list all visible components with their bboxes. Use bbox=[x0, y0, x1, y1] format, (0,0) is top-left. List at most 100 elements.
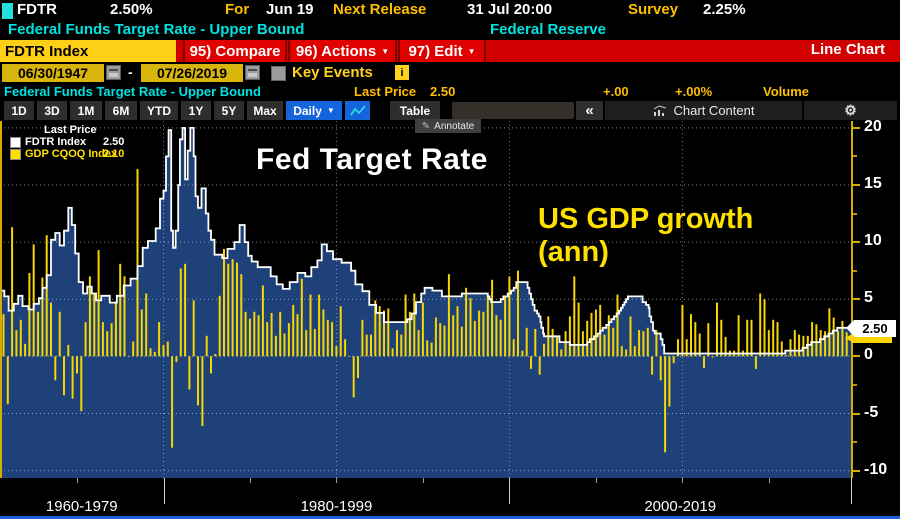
y-axis-tick bbox=[853, 298, 860, 301]
survey-value: 2.25% bbox=[703, 1, 746, 18]
x-axis-period-label: 1980-1999 bbox=[300, 498, 373, 515]
y-axis-tick bbox=[853, 241, 860, 244]
y-axis-tick bbox=[853, 126, 860, 129]
chart-content-label: Chart Content bbox=[673, 103, 755, 118]
gear-icon: ⚙ bbox=[844, 102, 857, 118]
calendar-icon[interactable] bbox=[245, 65, 260, 80]
table-button[interactable]: Table bbox=[390, 101, 440, 120]
legend-swatch bbox=[10, 148, 21, 160]
chart-legend[interactable]: Last Price FDTR Index 2.50 GDP CQOQ Index 2… bbox=[10, 124, 124, 160]
last-price-value: 2.50 bbox=[430, 84, 456, 99]
key-events-checkbox[interactable] bbox=[271, 66, 286, 81]
settings-button[interactable]: ⚙ bbox=[804, 101, 897, 120]
pencil-icon: ✎ bbox=[421, 120, 431, 132]
security-color-block bbox=[2, 3, 13, 19]
key-events-label: Key Events bbox=[292, 64, 373, 81]
security-description: Federal Funds Target Rate - Upper Bound bbox=[8, 21, 305, 38]
legend-item-gdp[interactable]: GDP CQOQ Index 2.10 bbox=[10, 148, 124, 160]
period-button-max[interactable]: Max bbox=[247, 101, 283, 120]
ticker-price: 2.50% bbox=[110, 1, 153, 18]
volume-label: Volume bbox=[763, 84, 809, 99]
period-button-1m[interactable]: 1M bbox=[70, 101, 102, 120]
legend-label: FDTR Index bbox=[25, 136, 87, 148]
period-button-1y[interactable]: 1Y bbox=[181, 101, 211, 120]
info-icon[interactable]: i bbox=[395, 65, 409, 80]
survey-label: Survey bbox=[628, 1, 679, 18]
x-axis-tick bbox=[768, 478, 770, 483]
ticker-symbol: FDTR bbox=[17, 1, 57, 18]
legend-value: 2.50 bbox=[103, 136, 125, 148]
annotation-fed-target-rate: Fed Target Rate bbox=[256, 143, 488, 176]
status-row: Federal Funds Target Rate - Upper Bound … bbox=[0, 84, 900, 101]
collapse-panel-button[interactable]: « bbox=[576, 101, 603, 120]
chart-area: Last Price FDTR Index 2.50 GDP CQOQ Index 2… bbox=[0, 117, 900, 479]
command-button-----actions[interactable]: 96) Actions ▼ bbox=[288, 40, 397, 62]
annotation-gdp-line2: (ann) bbox=[538, 236, 609, 268]
security-field-input[interactable]: FDTR Index bbox=[0, 40, 176, 62]
next-release-label: Next Release bbox=[333, 1, 427, 18]
y-axis-tick bbox=[853, 355, 860, 358]
chevron-down-icon: ▼ bbox=[326, 106, 335, 115]
y-axis-label: 15 bbox=[864, 175, 882, 192]
period-button-1d[interactable]: 1D bbox=[4, 101, 34, 120]
annotation-us-gdp-growth: US GDP growth (ann) bbox=[538, 203, 753, 269]
y-axis-line bbox=[851, 121, 853, 478]
view-mode-label: Line Chart bbox=[810, 41, 885, 58]
x-axis-period-label: 1960-1979 bbox=[45, 498, 118, 515]
annotation-gdp-line1: US GDP growth bbox=[538, 203, 754, 235]
x-axis-tick bbox=[249, 478, 251, 483]
date-separator: - bbox=[128, 64, 133, 80]
x-axis: 1960-1979 1980-1999 2000-2019 bbox=[0, 478, 900, 516]
annotation-toolbar-strip[interactable] bbox=[452, 102, 574, 119]
x-axis-tick bbox=[422, 478, 424, 483]
next-release-value: 31 Jul 20:00 bbox=[467, 1, 553, 18]
period-button-3d[interactable]: 3D bbox=[37, 101, 67, 120]
annotate-button[interactable]: ✎ Annotate bbox=[415, 119, 481, 133]
legend-swatch bbox=[10, 136, 21, 148]
end-date-field[interactable]: 07/26/2019 bbox=[141, 64, 243, 82]
frequency-label: Daily bbox=[293, 103, 322, 118]
period-button-6m[interactable]: 6M bbox=[105, 101, 137, 120]
chart-type-button[interactable] bbox=[345, 101, 370, 120]
command-bar: FDTR Index Line Chart 95) Compare 96) Act… bbox=[0, 40, 900, 62]
command-button-----compare[interactable]: 95) Compare bbox=[183, 40, 287, 62]
x-axis-period-label: 2000-2019 bbox=[644, 498, 717, 515]
x-axis-separator bbox=[163, 478, 165, 504]
chart-svg bbox=[0, 121, 851, 479]
y-axis-minor-tick bbox=[853, 155, 857, 158]
y-axis-tick bbox=[853, 412, 860, 415]
legend-item-fdtr[interactable]: FDTR Index 2.50 bbox=[10, 136, 124, 148]
y-axis-label: 20 bbox=[864, 117, 882, 135]
calendar-icon[interactable] bbox=[106, 65, 121, 80]
y-axis-label: -10 bbox=[864, 460, 888, 478]
last-price-tag: 2.50 bbox=[846, 319, 896, 337]
x-axis-separator bbox=[509, 478, 511, 504]
x-axis-tick bbox=[595, 478, 597, 483]
chart-toolbar: 1D 3D 1M 6M YTD 1Y 5Y Max Daily ▼ Table « Chart… bbox=[0, 101, 900, 121]
y-axis-minor-tick bbox=[853, 212, 857, 215]
command-button-----edit[interactable]: 97) Edit ▼ bbox=[398, 40, 486, 62]
bottom-edge-line bbox=[0, 516, 900, 519]
y-axis-label: 10 bbox=[864, 232, 882, 250]
frequency-dropdown[interactable]: Daily ▼ bbox=[286, 101, 342, 120]
y-axis-tick bbox=[853, 184, 860, 186]
y-axis-tick bbox=[853, 469, 860, 472]
legend-label: GDP CQOQ Index bbox=[25, 148, 118, 160]
x-axis-separator bbox=[851, 478, 852, 504]
chart-content-button[interactable]: Chart Content bbox=[605, 101, 802, 120]
for-label: For bbox=[225, 1, 250, 18]
start-date-field[interactable]: 06/30/1947 bbox=[2, 64, 104, 82]
change-value: +.00 bbox=[603, 84, 629, 99]
chart-series-title: Federal Funds Target Rate - Upper Bound bbox=[4, 84, 261, 99]
y-axis-label: 5 bbox=[864, 289, 873, 307]
chart-plot-canvas[interactable] bbox=[0, 121, 851, 479]
chevron-down-icon: ▼ bbox=[381, 46, 390, 56]
period-button-ytd[interactable]: YTD bbox=[140, 101, 178, 120]
legend-title: Last Price bbox=[44, 124, 97, 136]
gdp-last-value-tag bbox=[845, 333, 892, 343]
header-row: FDTR 2.50% For Jun 19 Next Release 31 Ju… bbox=[0, 0, 900, 21]
y-axis-label: -5 bbox=[864, 403, 879, 421]
description-row: Federal Funds Target Rate - Upper Bound … bbox=[0, 21, 900, 40]
period-button-5y[interactable]: 5Y bbox=[214, 101, 244, 120]
